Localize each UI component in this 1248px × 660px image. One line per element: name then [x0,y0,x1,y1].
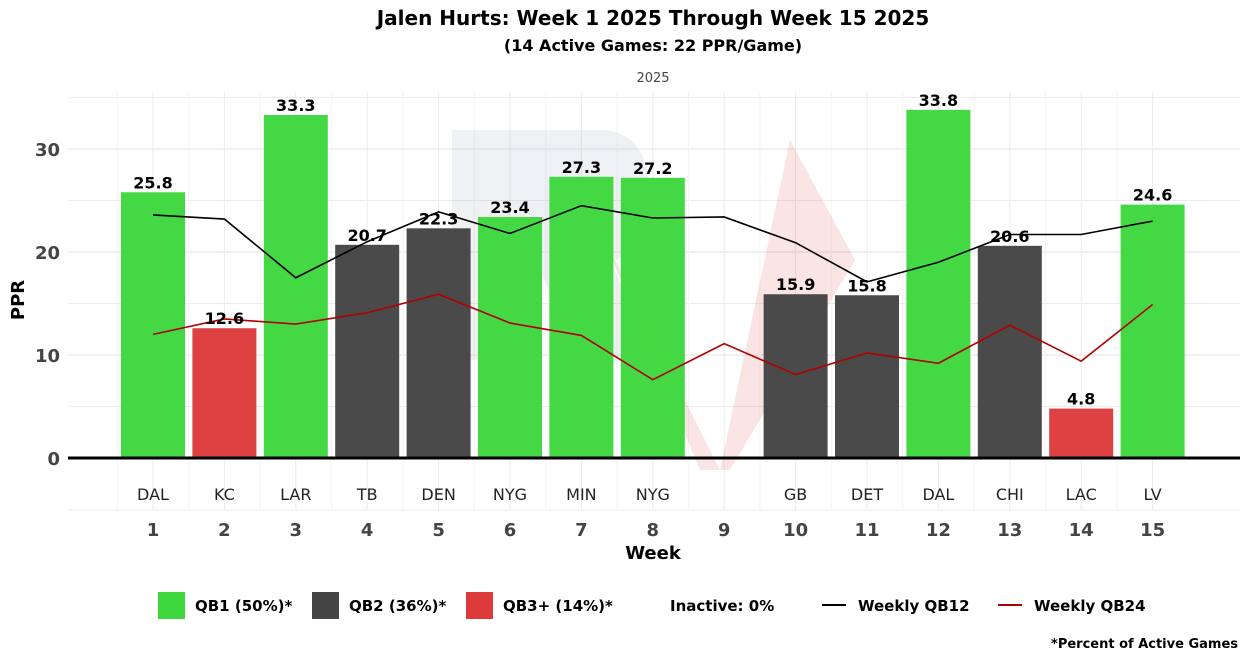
legend-label: QB3+ (14%)* [503,597,613,615]
legend-label: Inactive: 0% [670,597,774,615]
bar-week-2 [192,328,257,458]
legend-swatch-qb3plus [466,592,493,619]
opponent-label: NYG [636,485,670,504]
x-tick-label: 9 [718,520,731,541]
opponent-label: LAR [280,485,311,504]
bar-value-label: 27.3 [562,158,601,177]
opponent-label: LV [1144,485,1162,504]
bar-week-4 [335,244,400,458]
legend-label: Weekly QB24 [1034,597,1146,615]
y-tick-label: 10 [35,346,60,367]
y-tick-label: 30 [35,140,60,161]
x-tick-label: 3 [290,520,303,541]
bar-week-5 [406,228,471,458]
x-tick-label: 7 [575,520,588,541]
bar-value-label: 15.8 [847,276,886,295]
opponent-label: LAC [1066,485,1097,504]
bar-value-label: 23.4 [490,198,529,217]
bar-week-7 [549,176,614,458]
footnote: *Percent of Active Games [1051,637,1238,652]
bar-value-label: 15.9 [776,275,815,294]
opponent-label: CHI [996,485,1024,504]
bar-value-label: 33.8 [919,91,958,110]
bar-value-label: 4.8 [1067,390,1095,409]
x-tick-label: 4 [361,520,374,541]
bar-week-15 [1120,204,1185,458]
opponent-label: DEN [421,485,455,504]
opponent-label: MIN [566,485,597,504]
legend-label: QB2 (36%)* [349,597,446,615]
series-line-weekly-qb24 [152,293,1154,381]
bar-week-14 [1049,408,1114,458]
y-axis-label: PPR [8,280,29,320]
bar-value-label: 12.6 [205,309,244,328]
legend-swatch-qb2 [312,592,339,619]
x-tick-label: 5 [432,520,445,541]
chart-subtitle: (14 Active Games: 22 PPR/Game) [504,36,802,55]
x-tick-label: 2 [218,520,231,541]
facet-label: 2025 [636,71,669,86]
bar-value-label: 33.3 [276,96,315,115]
x-tick-label: 1 [147,520,160,541]
bar-week-6 [478,216,542,458]
bar-week-12 [906,109,971,459]
x-tick-label: 11 [854,520,879,541]
bar-week-10 [763,294,828,458]
opponent-label: DET [851,485,883,504]
bar-value-label: 25.8 [133,173,172,192]
x-tick-label: 8 [647,520,660,541]
legend-label: Weekly QB12 [858,597,970,615]
bar-week-3 [263,115,328,458]
bar-value-label: 20.6 [990,227,1029,246]
legend: QB1 (50%)* QB2 (36%)* QB3+ (14%)* Inactive:… [158,592,1146,619]
bar-week-13 [977,245,1042,458]
x-tick-label: 10 [783,520,808,541]
opponent-label: GB [784,485,807,504]
y-tick-label: 20 [35,243,60,264]
bar-week-8 [620,177,685,458]
bar-value-label: 22.3 [419,209,458,228]
x-tick-label: 6 [504,520,517,541]
legend-swatch-qb1 [158,592,185,619]
bar-week-11 [835,295,899,458]
x-axis-label: Week [625,543,682,564]
opponent-label: NYG [493,485,527,504]
bar-value-label: 24.6 [1133,186,1172,205]
opponent-label: DAL [922,485,954,504]
chart-title: Jalen Hurts: Week 1 2025 Through Week 15… [375,6,930,30]
x-tick-label: 13 [997,520,1022,541]
opponent-label: TB [356,485,378,504]
y-tick-label: 0 [47,449,60,470]
opponent-label: KC [214,485,235,504]
series-line-weekly-qb12 [152,204,1153,283]
x-tick-label: 15 [1140,520,1165,541]
opponent-label: DAL [137,485,169,504]
bar-value-label: 27.2 [633,159,672,178]
legend-label: QB1 (50%)* [195,597,292,615]
bar-value-label: 20.7 [347,226,386,245]
bar-week-1 [121,192,185,458]
x-tick-label: 14 [1069,520,1094,541]
x-tick-label: 12 [926,520,951,541]
